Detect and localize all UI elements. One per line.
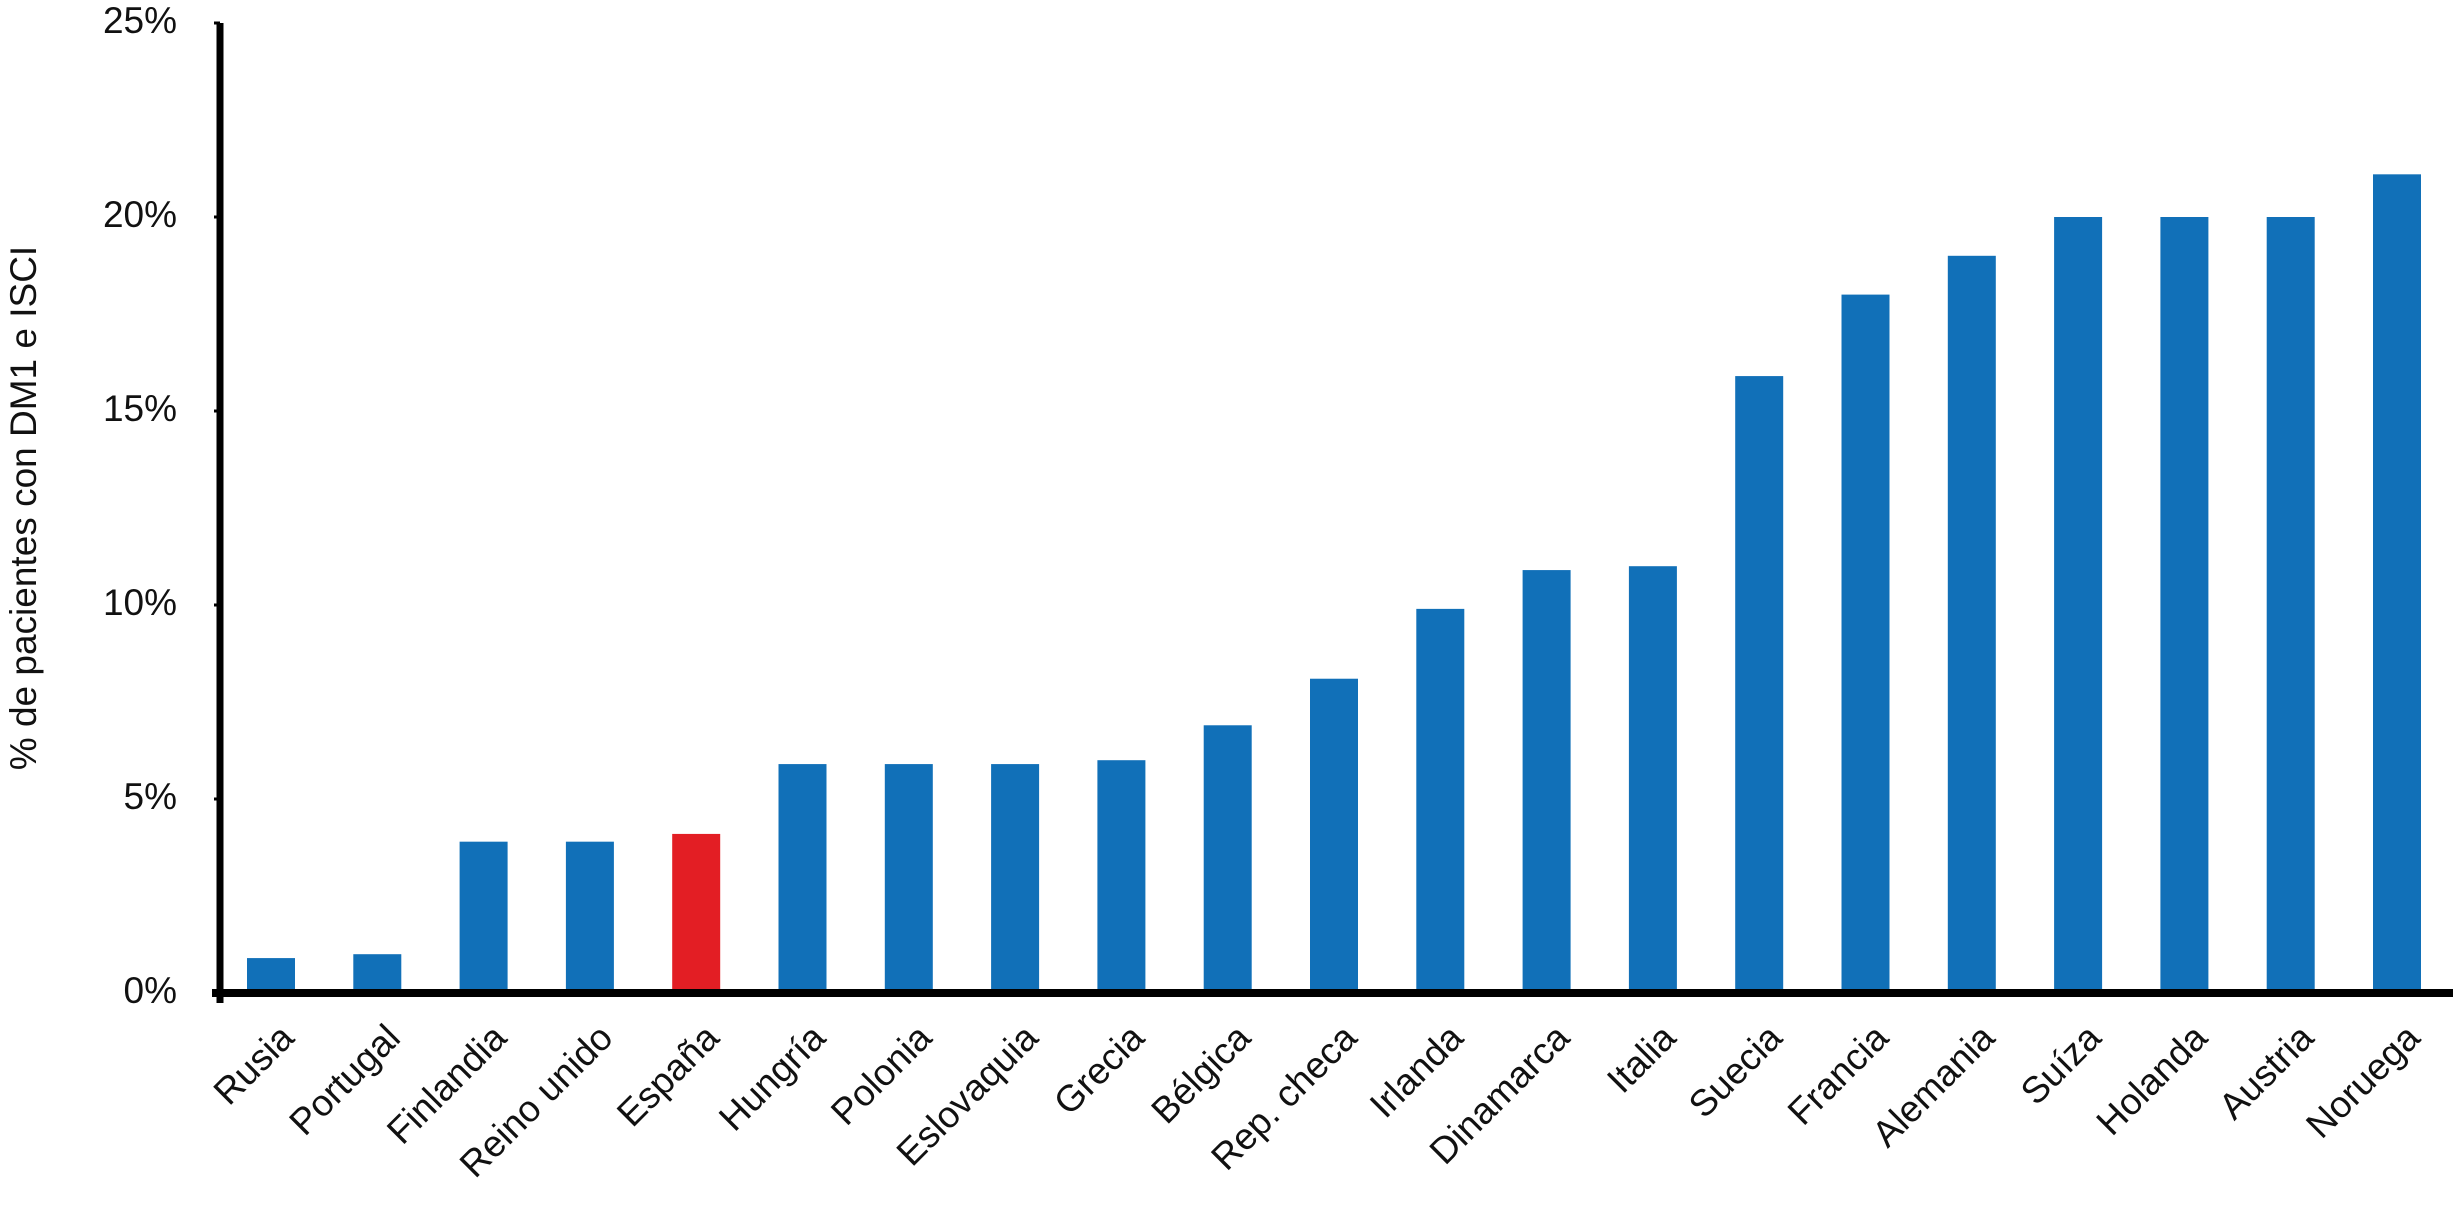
bar (1841, 294, 1890, 994)
bar (884, 764, 933, 993)
bar (778, 764, 827, 993)
y-tick-label: 10% (103, 582, 177, 623)
bar (565, 841, 614, 993)
bar (672, 833, 721, 993)
x-tick-label: Rusia (206, 1016, 302, 1112)
y-tick-label: 0% (124, 970, 177, 1011)
y-axis-title: % de pacientes con DM1 e ISCI (3, 246, 44, 770)
x-tick-label: Italia (1599, 1016, 1684, 1101)
x-tick-label: Suecia (1681, 1016, 1790, 1125)
bar (1416, 608, 1465, 993)
bar (459, 841, 508, 993)
bar (1203, 725, 1252, 993)
bar (1522, 570, 1571, 993)
bar (1947, 255, 1996, 994)
bar (2054, 217, 2103, 993)
bar (991, 764, 1040, 993)
x-tick-label: Hungría (711, 1016, 833, 1138)
bar (1735, 376, 1784, 994)
bar (2266, 217, 2315, 993)
bar (1628, 566, 1677, 993)
y-tick-label: 20% (103, 194, 177, 235)
x-tick-label: Suíza (2013, 1016, 2109, 1112)
y-tick-label: 5% (124, 776, 177, 817)
bar (247, 958, 295, 993)
y-tick-label: 15% (103, 388, 177, 429)
x-tick-label: España (609, 1016, 727, 1134)
bar (2160, 217, 2209, 993)
x-tick-label: Noruega (2298, 1016, 2428, 1146)
bar (1310, 678, 1358, 993)
bar (2373, 174, 2421, 993)
bar (1097, 760, 1146, 993)
x-tick-label: Grecia (1046, 1016, 1152, 1122)
bar (353, 954, 402, 993)
x-tick-label: Holanda (2089, 1016, 2216, 1143)
y-tick-label: 25% (103, 0, 177, 41)
